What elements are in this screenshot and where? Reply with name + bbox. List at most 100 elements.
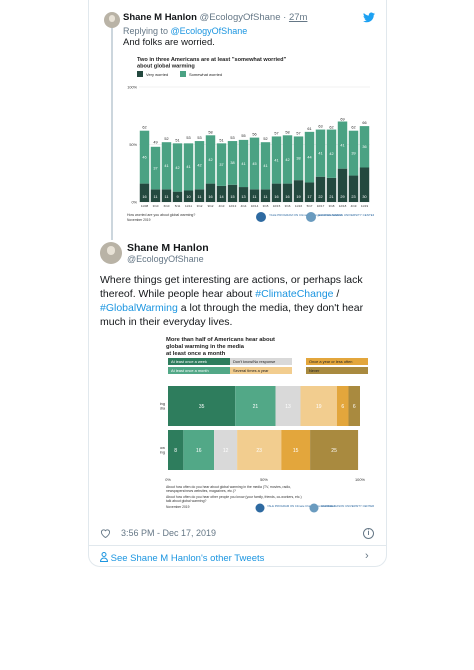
chevron-right-icon[interactable]: › <box>365 550 369 562</box>
timestamp-link[interactable]: 3:56 PM - Dec 17, 2019 <box>121 528 217 538</box>
total-label: 51 <box>175 138 179 142</box>
bar-segment <box>183 430 215 470</box>
chart2-footnote-2-cont: talk about global warming? <box>166 499 206 503</box>
data-label: 6 <box>341 404 344 410</box>
hashtag-link[interactable]: #ClimateChange <box>255 288 334 300</box>
x-tick-label: 3/10 <box>153 204 159 208</box>
data-label: 44 <box>307 155 311 159</box>
bar-segment <box>275 386 301 426</box>
bar-segment <box>168 386 236 426</box>
chart1-title: Two in three Americans are at least "som… <box>137 57 288 70</box>
yale-logo-icon <box>256 212 266 222</box>
data-label: 11 <box>264 195 268 199</box>
x-tick-label: 3/18 <box>329 204 335 208</box>
chart1-logos: YALE PROGRAM ON Climate Change Communica… <box>256 212 374 222</box>
replying-to: Replying to @EcologyOfShane <box>123 26 247 36</box>
avatar[interactable] <box>104 12 120 28</box>
thread-connector <box>111 27 113 240</box>
data-label: 8 <box>174 448 177 454</box>
bar-segment <box>281 430 311 470</box>
author-name[interactable]: Shane M Hanlon <box>127 242 209 254</box>
worry-chart[interactable]: Two in three Americans are at least "som… <box>118 52 374 230</box>
twitter-bird-icon[interactable] <box>363 12 375 23</box>
total-label: 53 <box>197 136 201 140</box>
hashtag-link[interactable]: #GlobalWarming <box>100 302 178 314</box>
author-name[interactable]: Shane M Hanlon <box>123 12 197 23</box>
chart2-date: November 2019 <box>166 505 190 509</box>
bar-somewhat-worried <box>315 129 326 177</box>
total-label: 53 <box>186 136 190 140</box>
chart1-title-line2: about global warming <box>137 64 195 70</box>
bar-somewhat-worried <box>348 130 359 176</box>
bar-very-worried <box>359 167 370 202</box>
bar-very-worried <box>150 189 161 202</box>
data-label: 37 <box>153 166 157 170</box>
reply-target-link[interactable]: @EcologyOfShane <box>170 26 248 36</box>
chart2-title-line2: global warming in the media <box>166 344 245 350</box>
tweet-time[interactable]: 27m <box>288 12 308 23</box>
info-icon[interactable]: i <box>363 528 374 539</box>
bar-very-worried <box>227 184 238 202</box>
total-label: 69 <box>340 118 344 122</box>
logo-yale-text: YALE PROGRAM ON Climate Change Communica… <box>267 504 336 508</box>
chart2-footnote-1: About how often do you hear about global… <box>166 485 291 489</box>
x-tick-label: 10/15 <box>273 204 281 208</box>
data-label: 16 <box>196 448 202 454</box>
data-label: 16 <box>274 195 278 199</box>
x-tick-label: 12/18 <box>339 204 347 208</box>
total-label: 52 <box>164 137 168 141</box>
avatar[interactable] <box>100 242 122 264</box>
total-label: 58 <box>208 130 212 134</box>
data-label: 12 <box>223 448 229 454</box>
x-tick-label: 10/14 <box>251 204 259 208</box>
x-tick-label: 11/08 <box>141 204 149 208</box>
data-label: 16 <box>208 195 212 199</box>
gmu-logo-icon <box>309 503 319 513</box>
media-exposure-chart[interactable]: More than half of Americans hear about g… <box>160 332 374 518</box>
data-label: 16 <box>285 195 289 199</box>
total-label: 49 <box>153 141 157 145</box>
legend-swatch <box>306 367 368 374</box>
heart-icon[interactable] <box>100 528 111 538</box>
legend-swatch <box>168 358 230 365</box>
data-label: 45 <box>252 162 256 166</box>
yale-logo-icon <box>255 503 265 513</box>
author-handle[interactable]: @EcologyOfShane <box>127 254 204 264</box>
bar-very-worried <box>293 180 304 202</box>
data-label: 39 <box>351 151 355 155</box>
x-tick-label: 11/11 <box>185 204 192 208</box>
data-label: 41 <box>274 158 278 162</box>
x-tick-label: 9/12 <box>208 204 214 208</box>
data-label: 17 <box>307 195 311 199</box>
data-label: 11 <box>253 195 257 199</box>
data-label: 19 <box>316 404 322 410</box>
bar-segment <box>214 430 238 470</box>
x-tick-label: 3/16 <box>285 204 291 208</box>
author-handle[interactable]: @EcologyOfShane <box>199 12 281 23</box>
logo-yale-text: YALE PROGRAM ON Climate Change Communica… <box>269 213 342 217</box>
chart2-footnote-2: About how often do you hear other people… <box>166 495 302 499</box>
tweet-meta: 3:56 PM - Dec 17, 2019 <box>100 528 216 538</box>
bar-somewhat-worried <box>194 141 205 190</box>
total-label: 53 <box>230 136 234 140</box>
bar-very-worried <box>205 183 216 202</box>
see-more-link[interactable]: See Shane M Hanlon's other Tweets <box>99 552 264 564</box>
replying-prefix: Replying to <box>123 26 171 36</box>
bar-somewhat-worried <box>227 141 238 185</box>
x-tick-label: 0% <box>165 477 171 482</box>
bar-somewhat-worried <box>216 143 227 186</box>
data-label: 13 <box>241 195 245 199</box>
legend-label: Don't know/No response <box>233 359 275 364</box>
tweet2-text: Where things get interesting are actions… <box>100 273 380 329</box>
chart2-title: More than half of Americans hear about g… <box>166 337 277 357</box>
bar-somewhat-worried <box>260 142 271 190</box>
data-label: 41 <box>340 143 344 147</box>
legend-label: At least once a week <box>171 359 207 364</box>
data-label: 41 <box>241 162 245 166</box>
bar-somewhat-worried <box>304 131 315 183</box>
bar-segment <box>310 430 359 470</box>
data-label: 41 <box>263 164 267 168</box>
total-label: 57 <box>296 131 300 135</box>
gmu-logo-icon <box>306 212 316 222</box>
divider <box>88 545 387 546</box>
